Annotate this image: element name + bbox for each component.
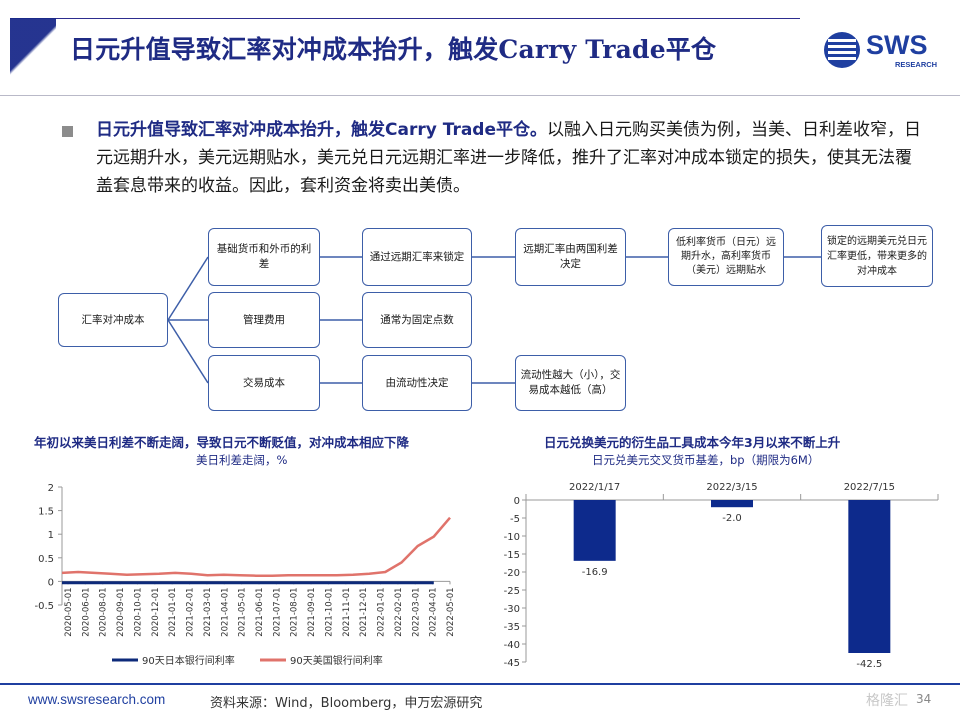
left-y-tick-label: 1.5 bbox=[38, 507, 54, 518]
body-text: 以融入日元购买美债为例，当美、日利差收窄，日元远期升水，美元远期贴水，美元兑日元… bbox=[96, 120, 921, 196]
diagram-connectors bbox=[167, 256, 821, 384]
left-x-tick-label: 2022-03-01 bbox=[411, 587, 421, 636]
legend-label: 90天美国银行间利率 bbox=[290, 654, 383, 667]
footer-divider bbox=[0, 683, 960, 685]
hedge-cost-diagram: 汇率对冲成本 基础货币和外币的利差 管理费用 交易成本 通过远期汇率来锁定 远期… bbox=[0, 220, 960, 420]
left-x-tick-label: 2020-09-01 bbox=[116, 587, 126, 636]
left-y-tick-label: -0.5 bbox=[34, 601, 54, 612]
sws-logo: SWS RESEARCH bbox=[824, 28, 942, 74]
header-bar bbox=[10, 18, 800, 82]
node-branch-transaction-cost: 交易成本 bbox=[208, 355, 320, 411]
footer-url-link[interactable]: www.swsresearch.com bbox=[28, 692, 166, 707]
right-y-tick-label: -15 bbox=[504, 550, 520, 561]
left-x-tick-label: 2021-09-01 bbox=[307, 587, 317, 636]
right-category-label: 2022/1/17 bbox=[569, 482, 620, 493]
body-paragraph: 日元升值导致汇率对冲成本抬升，触发Carry Trade平仓。以融入日元购买美债… bbox=[96, 116, 926, 200]
node-forward-lock: 通过远期汇率来锁定 bbox=[362, 228, 472, 286]
right-y-tick-label: -30 bbox=[504, 604, 520, 615]
left-chart-subtitle: 美日利差走阔，% bbox=[196, 453, 288, 467]
right-bar-chart: 0 -5 -10 -15 -20 -25 -30 -35 -40 -45 2022/1/17 -16.… bbox=[504, 482, 939, 670]
right-y-tick-label: -45 bbox=[504, 658, 520, 669]
node-branch-interest-diff: 基础货币和外币的利差 bbox=[208, 228, 320, 286]
right-category-label: 2022/3/15 bbox=[706, 482, 757, 493]
left-x-tick-label: 2020-08-01 bbox=[99, 587, 109, 636]
bar-value-label: -2.0 bbox=[722, 513, 742, 524]
title-accent-shape bbox=[10, 18, 56, 82]
footer-source: 资料来源：Wind，Bloomberg，申万宏源研究 bbox=[210, 696, 483, 711]
left-chart-legend: 90天日本银行间利率 90天美国银行间利率 bbox=[112, 654, 383, 667]
right-y-tick-label: -20 bbox=[504, 568, 520, 579]
left-x-tick-label: 2020-12-01 bbox=[151, 587, 161, 636]
node-liquidity-decided: 由流动性决定 bbox=[362, 355, 472, 411]
left-x-tick-label: 2021-10-01 bbox=[324, 587, 334, 636]
left-y-tick-label: 0 bbox=[48, 577, 54, 588]
left-y-tick-label: 2 bbox=[48, 483, 54, 494]
header-divider bbox=[0, 95, 960, 96]
node-branch-management-fee: 管理费用 bbox=[208, 292, 320, 348]
right-y-tick-label: -10 bbox=[504, 532, 520, 543]
node-locked-rate-lower: 锁定的远期美元兑日元汇率更低，带来更多的对冲成本 bbox=[821, 225, 933, 287]
left-x-tick-label: 2021-07-01 bbox=[272, 587, 282, 636]
left-x-tick-label: 2020-10-01 bbox=[133, 587, 143, 636]
bar-2022-3-15 bbox=[711, 500, 753, 508]
bar-2022-1-17 bbox=[573, 500, 616, 561]
watermark: 格隆汇 bbox=[866, 693, 908, 709]
left-line-chart: -0.5 0 0.5 1 1.5 2 2020-05-01 2020-06-01 2020-08… bbox=[34, 483, 456, 667]
legend-label: 90天日本银行间利率 bbox=[142, 654, 235, 667]
right-y-tick-label: -35 bbox=[504, 622, 520, 633]
right-chart-subtitle: 日元兑美元交叉货币基差，bp（期限为6M） bbox=[592, 453, 820, 467]
right-category-label: 2022/7/15 bbox=[844, 482, 895, 493]
body-lead: 日元升值导致汇率对冲成本抬升，触发Carry Trade平仓。 bbox=[96, 120, 547, 140]
left-x-tick-label: 2021-01-01 bbox=[168, 587, 178, 636]
left-x-tick-label: 2021-08-01 bbox=[290, 587, 300, 636]
left-x-tick-label: 2021-02-01 bbox=[186, 587, 196, 636]
page-title: 日元升值导致汇率对冲成本抬升，触发Carry Trade平仓 bbox=[70, 35, 717, 64]
left-x-tick-label: 2021-04-01 bbox=[220, 587, 230, 636]
left-y-tick-label: 0.5 bbox=[38, 554, 54, 565]
bar-value-label: -42.5 bbox=[856, 659, 882, 670]
right-y-tick-label: -40 bbox=[504, 640, 520, 651]
logo-text: SWS bbox=[866, 30, 928, 60]
series-line-us-rate bbox=[61, 516, 451, 577]
node-forward-rate-decided: 远期汇率由两国利差决定 bbox=[515, 228, 626, 286]
page-number: 34 bbox=[916, 692, 932, 706]
left-x-tick-label: 2022-01-01 bbox=[377, 587, 387, 636]
connector-root-b3 bbox=[167, 319, 209, 384]
left-x-tick-label: 2020-06-01 bbox=[81, 587, 91, 636]
left-x-tick-label: 2021-06-01 bbox=[255, 587, 265, 636]
sws-logo-icon bbox=[824, 32, 860, 68]
right-y-tick-label: 0 bbox=[514, 496, 520, 507]
left-x-tick-label: 2021-11-01 bbox=[342, 587, 352, 636]
left-x-tick-label: 2020-05-01 bbox=[64, 587, 74, 636]
left-x-tick-label: 2021-12-01 bbox=[359, 587, 369, 636]
right-chart-title: 日元兑换美元的衍生品工具成本今年3月以来不断上升 bbox=[544, 435, 841, 450]
left-chart-title: 年初以来美日利差不断走阔，导致日元不断贬值，对冲成本相应下降 bbox=[34, 435, 410, 450]
node-fixed-points: 通常为固定点数 bbox=[362, 292, 472, 348]
bar-2022-7-15 bbox=[848, 500, 891, 653]
connector-root-b1 bbox=[167, 256, 209, 321]
bar-value-label: -16.9 bbox=[582, 567, 608, 578]
left-x-tick-label: 2022-05-01 bbox=[446, 587, 456, 636]
left-x-tick-label: 2022-02-01 bbox=[394, 587, 404, 636]
node-liquidity-effect: 流动性越大（小），交易成本越低（高） bbox=[515, 355, 626, 411]
bullet-square-icon bbox=[62, 126, 73, 137]
node-root: 汇率对冲成本 bbox=[58, 293, 168, 347]
left-x-tick-label: 2022-04-01 bbox=[429, 587, 439, 636]
node-premium-discount: 低利率货币（日元）远期升水，高利率货币（美元）远期贴水 bbox=[668, 228, 784, 286]
left-x-tick-label: 2021-03-01 bbox=[203, 587, 213, 636]
logo-subtext: RESEARCH bbox=[895, 60, 938, 69]
right-y-tick-label: -5 bbox=[510, 514, 520, 525]
left-x-tick-label: 2021-05-01 bbox=[238, 587, 248, 636]
right-y-tick-label: -25 bbox=[504, 586, 520, 597]
left-y-tick-label: 1 bbox=[48, 530, 54, 541]
